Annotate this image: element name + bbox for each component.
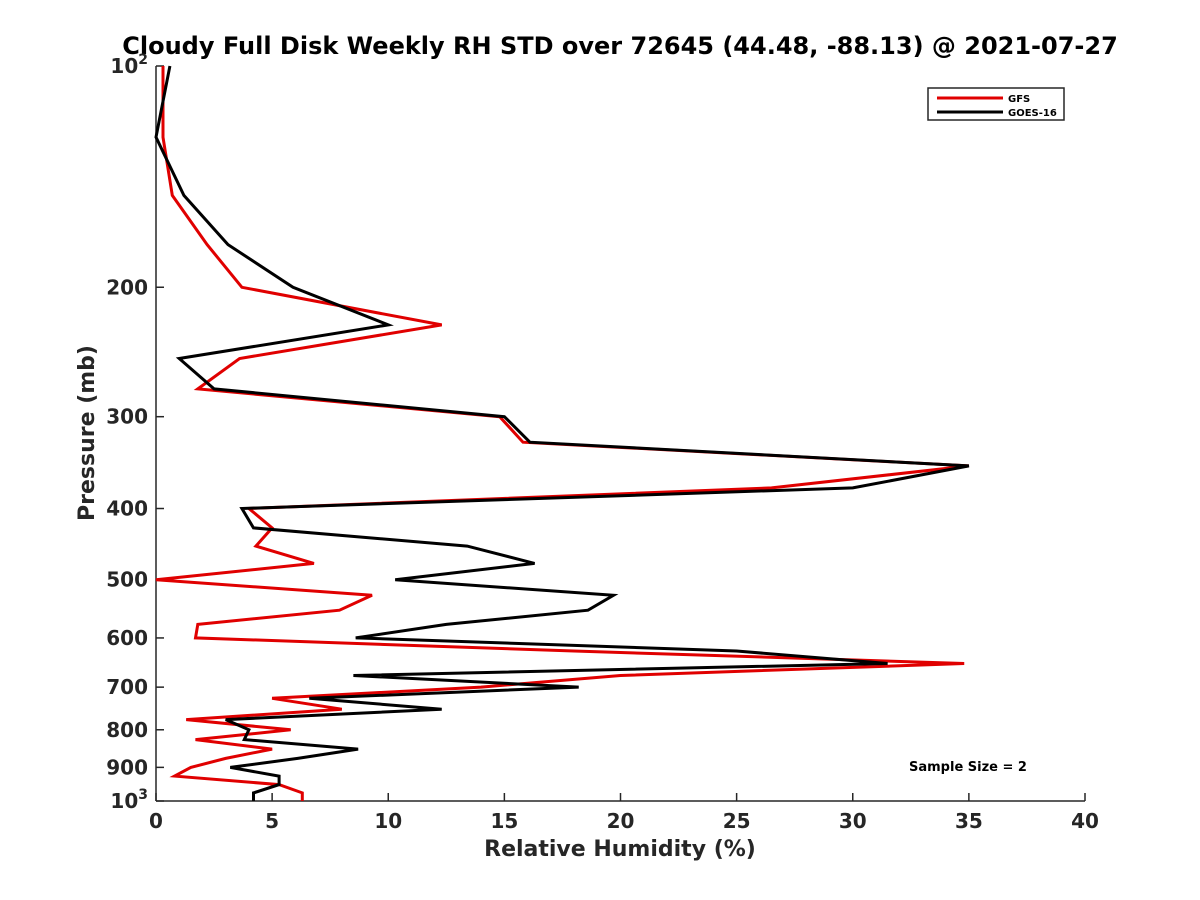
sample-size-annotation: Sample Size = 2 [909, 760, 1027, 775]
y-tick-label: 900 [106, 755, 148, 779]
y-tick-base: 10 [110, 54, 138, 78]
x-tick-label: 10 [374, 809, 402, 833]
y-tick-label: 700 [106, 675, 148, 699]
series-line-goes-16 [154, 65, 970, 801]
axes [155, 66, 1085, 802]
x-tick-label: 35 [955, 809, 983, 833]
y-tick-label: 600 [106, 626, 148, 650]
series-lines [154, 65, 970, 801]
y-tick-label: 200 [106, 275, 148, 299]
y-tick-base: 10 [110, 789, 138, 813]
legend-label: GOES-16 [1008, 108, 1057, 119]
x-tick-label: 15 [490, 809, 518, 833]
x-ticks: 0 5 10 15 20 25 30 35 40 [149, 793, 1099, 833]
y-tick-label: 103 [110, 787, 148, 813]
legend-box [927, 87, 1065, 121]
series-line-gfs [155, 66, 970, 801]
x-tick-label: 20 [607, 809, 635, 833]
legend-label: GFS [1008, 94, 1030, 105]
legend: GFS GOES-16 [927, 87, 1065, 121]
y-tick-label: 400 [106, 497, 148, 521]
y-tick-label: 500 [106, 568, 148, 592]
x-tick-label: 40 [1071, 809, 1099, 833]
x-axis-label: Relative Humidity (%) [484, 837, 756, 862]
y-axis-label: Pressure (mb) [75, 345, 100, 521]
y-tick-label: 102 [110, 52, 148, 78]
y-tick-exponent: 2 [138, 52, 148, 68]
x-tick-label: 25 [723, 809, 751, 833]
y-tick-label: 800 [106, 718, 148, 742]
x-tick-label: 0 [149, 809, 163, 833]
x-tick-label: 30 [839, 809, 867, 833]
x-tick-label: 5 [265, 809, 279, 833]
y-tick-exponent: 3 [138, 787, 148, 803]
chart-title: Cloudy Full Disk Weekly RH STD over 7264… [122, 32, 1118, 60]
y-tick-label: 300 [106, 405, 148, 429]
